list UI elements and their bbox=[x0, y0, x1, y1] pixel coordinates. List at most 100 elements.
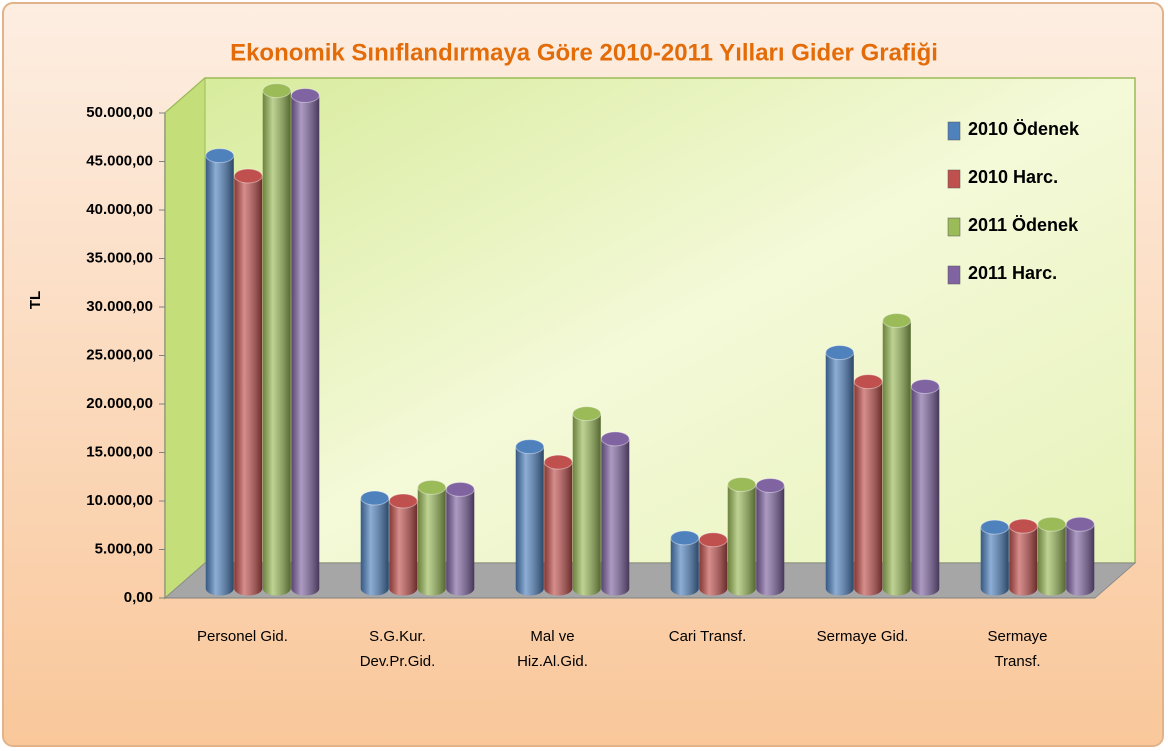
bar-top bbox=[360, 490, 390, 506]
bar bbox=[543, 454, 573, 596]
legend-label: 2010 Ödenek bbox=[968, 119, 1080, 139]
bar-shade bbox=[601, 438, 630, 596]
x-tick-label: S.G.Kur. Dev.Pr.Gid. bbox=[360, 628, 436, 670]
y-tick-label: 35.000,00 bbox=[86, 249, 153, 266]
x-tick-line: Transf. bbox=[994, 653, 1040, 670]
x-tick-label: Sermaye Gid. bbox=[817, 628, 909, 645]
bar-shade bbox=[756, 485, 785, 596]
bar-shade bbox=[980, 527, 1009, 596]
bar bbox=[853, 374, 883, 596]
bar-top bbox=[600, 431, 630, 447]
legend-label: 2010 Harc. bbox=[968, 167, 1058, 187]
x-tick-line: Sermaye Gid. bbox=[817, 628, 909, 645]
x-tick-line: S.G.Kur. bbox=[369, 628, 426, 645]
bar-shade bbox=[727, 484, 756, 596]
bar-top bbox=[698, 532, 728, 548]
bar bbox=[572, 406, 602, 596]
bar bbox=[290, 88, 320, 596]
bar-shade bbox=[544, 462, 573, 596]
bar-shade bbox=[854, 381, 883, 596]
bar-top bbox=[543, 454, 573, 470]
x-tick-line: Hiz.Al.Gid. bbox=[517, 653, 588, 670]
bar bbox=[360, 490, 390, 596]
bar bbox=[755, 477, 785, 596]
legend-label: 2011 Ödenek bbox=[968, 215, 1079, 235]
bar-shade bbox=[825, 352, 854, 596]
bar-top bbox=[417, 479, 447, 495]
bar bbox=[1065, 516, 1095, 596]
chart-title: Ekonomik Sınıflandırmaya Göre 2010-2011 … bbox=[230, 39, 938, 66]
bar-top bbox=[262, 83, 292, 99]
y-tick-label: 5.000,00 bbox=[95, 540, 153, 557]
bar-top bbox=[388, 493, 418, 509]
bar-shade bbox=[389, 500, 418, 596]
bar bbox=[205, 148, 235, 596]
x-tick-line: Sermaye bbox=[987, 628, 1047, 645]
bar-top bbox=[910, 379, 940, 394]
x-tick-label: Personel Gid. bbox=[197, 628, 288, 645]
bar-shade bbox=[515, 446, 544, 596]
legend-swatch bbox=[947, 217, 961, 237]
bar-shade bbox=[572, 413, 601, 596]
x-tick-line: Personel Gid. bbox=[197, 628, 288, 645]
legend-label: 2011 Harc. bbox=[968, 263, 1057, 283]
bar bbox=[445, 481, 475, 596]
y-tick-label: 15.000,00 bbox=[86, 443, 153, 460]
bar-top bbox=[882, 313, 912, 329]
bar-top bbox=[727, 476, 757, 492]
bar-top bbox=[515, 439, 545, 455]
y-tick-label: 45.000,00 bbox=[86, 152, 153, 169]
y-tick-label: 40.000,00 bbox=[86, 201, 153, 218]
y-axis-label: TL bbox=[27, 291, 44, 309]
bar bbox=[910, 379, 940, 596]
bar bbox=[388, 493, 418, 596]
side-wall bbox=[164, 76, 206, 600]
bar-top bbox=[1065, 516, 1095, 532]
bar bbox=[670, 530, 700, 596]
bar bbox=[825, 345, 855, 596]
bar bbox=[600, 431, 630, 596]
bar-top bbox=[755, 477, 785, 493]
bar-top bbox=[980, 519, 1010, 535]
bar bbox=[417, 479, 447, 596]
x-tick-label: Cari Transf. bbox=[669, 628, 747, 645]
bar bbox=[882, 313, 912, 596]
bar-shade bbox=[360, 498, 389, 596]
bar-top bbox=[853, 374, 883, 390]
x-tick-line: Mal ve bbox=[530, 628, 574, 645]
legend-swatch bbox=[947, 121, 961, 141]
bar-shade bbox=[446, 489, 475, 596]
bar bbox=[515, 439, 545, 596]
bar-shade bbox=[262, 90, 291, 596]
bar-top bbox=[572, 406, 602, 422]
x-tick-label: Mal ve Hiz.Al.Gid. bbox=[517, 628, 588, 670]
bar bbox=[1008, 518, 1038, 596]
bar-shade bbox=[1009, 526, 1038, 596]
y-tick-label: 50.000,00 bbox=[86, 104, 153, 121]
bar-top bbox=[445, 481, 475, 497]
legend-swatch bbox=[947, 265, 961, 285]
bar-shade bbox=[1037, 524, 1066, 596]
bar bbox=[698, 532, 728, 596]
legend-swatch bbox=[947, 169, 961, 189]
bar bbox=[980, 519, 1010, 596]
bar bbox=[1037, 516, 1067, 596]
bar-shade bbox=[699, 539, 728, 596]
y-tick-label: 10.000,00 bbox=[86, 492, 153, 509]
bar-shade bbox=[205, 155, 234, 596]
bar-shade bbox=[234, 176, 263, 596]
bar-top bbox=[233, 168, 263, 184]
bar-top bbox=[825, 345, 855, 361]
bar-top bbox=[1008, 518, 1038, 534]
y-tick-label: 25.000,00 bbox=[86, 346, 153, 363]
bar-top bbox=[205, 148, 235, 164]
bar-top bbox=[670, 530, 700, 546]
bar-shade bbox=[670, 537, 699, 596]
bar bbox=[233, 168, 263, 596]
bar-top bbox=[1037, 516, 1067, 532]
y-tick-label: 20.000,00 bbox=[86, 395, 153, 412]
bar-shade bbox=[291, 95, 320, 596]
bar bbox=[727, 476, 757, 596]
bar-shade bbox=[1066, 524, 1095, 596]
